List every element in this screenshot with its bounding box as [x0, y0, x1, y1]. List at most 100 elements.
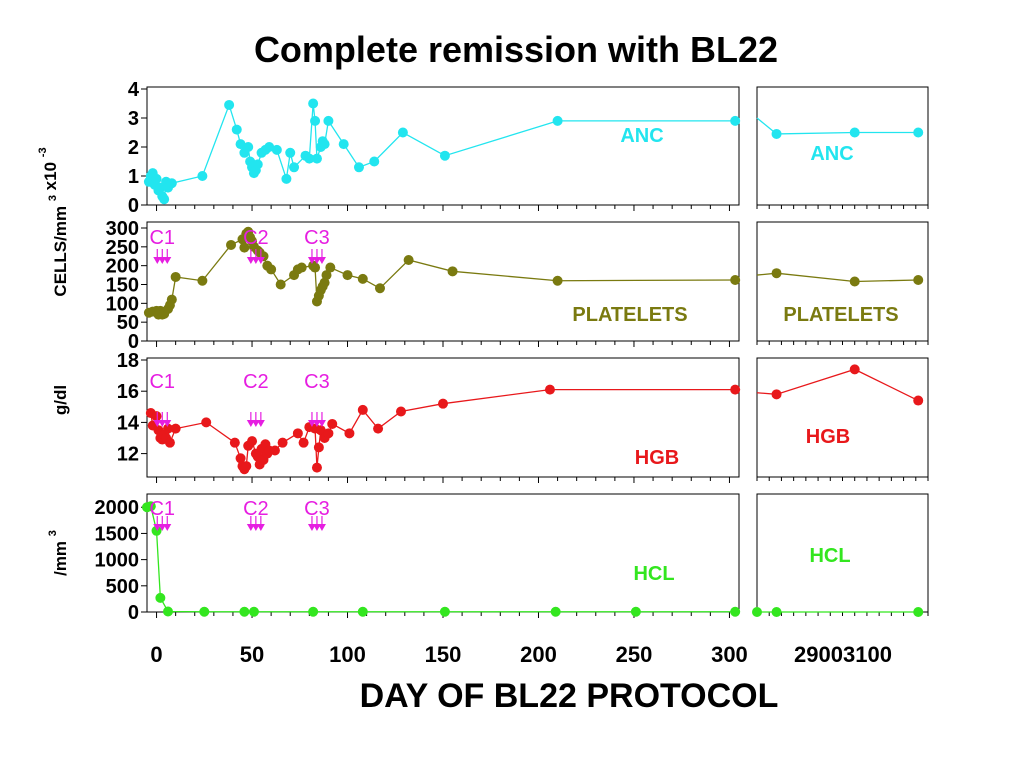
platelets-point — [447, 266, 458, 277]
y-tick-label-platelets: 300 — [106, 218, 139, 240]
cycle-arrow-head — [256, 524, 265, 531]
cycle-arrow-head — [256, 420, 265, 427]
anc-point — [281, 173, 292, 184]
x-axis: 0 50 100 150 200 250 300 29003100 — [150, 642, 892, 667]
y-tick-label-hcl: 1000 — [95, 550, 140, 572]
x-tick-label: 50 — [240, 642, 264, 667]
series-label-platelets: PLATELETS — [572, 304, 687, 326]
platelets-point — [226, 239, 237, 250]
cycle-label-platelets: C2 — [243, 227, 269, 249]
hgb-point — [313, 442, 324, 453]
hgb-point — [315, 425, 326, 436]
cycle-label-hgb: C1 — [149, 371, 175, 393]
hgb-point — [357, 404, 368, 415]
hgb-point — [344, 428, 355, 439]
platelets-point — [239, 242, 250, 253]
y-tick-label-hcl: 0 — [128, 602, 139, 624]
platelets-point — [325, 262, 336, 273]
x-tick-label: 0 — [150, 642, 162, 667]
anc-point — [197, 171, 208, 181]
anc-point — [289, 162, 300, 173]
hcl-point — [730, 606, 741, 617]
anc-point — [308, 98, 319, 109]
x-tick-label: 300 — [711, 642, 748, 667]
anc-point — [319, 139, 330, 150]
anc-point — [243, 142, 254, 152]
hcl-point — [239, 606, 250, 617]
y-axis-label-cells: CELLS/mm 3 x10 -3 — [37, 147, 70, 296]
y-axis-label-hcl: /mm 3 — [47, 530, 70, 576]
platelets-point — [166, 294, 177, 305]
hgb-point — [247, 436, 258, 447]
anc-point — [159, 194, 170, 205]
y-tick-label-platelets: 50 — [117, 312, 139, 334]
series-label-anc: ANC — [620, 125, 663, 147]
hcl-point-late — [752, 607, 762, 617]
hcl-point — [145, 501, 156, 512]
x-tick-label: 200 — [520, 642, 557, 667]
panel-hgb: 12 14 16 18 HGB HGB C1 C2 C3 — [117, 350, 929, 483]
y-label-hgb-text: g/dl — [51, 385, 70, 415]
cycle-arrow-head — [317, 420, 326, 427]
anc-series-line-late — [756, 117, 919, 135]
anc-point — [439, 150, 450, 161]
hcl-point — [630, 606, 641, 617]
platelets-series-line-late — [756, 272, 919, 283]
cycle-label-platelets: C1 — [149, 227, 175, 249]
y-tick-label-hcl: 1500 — [95, 523, 140, 545]
hgb-point — [151, 411, 162, 422]
platelets-point — [170, 271, 181, 282]
hgb-point — [311, 462, 322, 473]
hgb-point — [544, 384, 555, 395]
platelets-point — [296, 262, 307, 273]
hgb-point — [235, 453, 246, 464]
cycle-arrow-head — [163, 524, 172, 531]
platelets-point — [319, 277, 330, 288]
anc-point — [323, 115, 334, 126]
anc-point-late — [849, 127, 860, 138]
platelets-point — [357, 273, 368, 284]
y-tick-label-platelets: 200 — [106, 256, 139, 278]
chart-title: Complete remission with BL22 — [254, 29, 778, 70]
hcl-point — [151, 525, 162, 536]
y-label-cells-text: CELLS/mm — [51, 206, 70, 297]
anc-point — [151, 173, 162, 184]
y-tick-label-hgb: 12 — [117, 444, 139, 466]
platelets-point — [197, 275, 208, 286]
x-axis-label: DAY OF BL22 PROTOCOL — [360, 677, 779, 715]
cycle-label-hcl: C2 — [243, 498, 269, 520]
hgb-point — [298, 437, 309, 448]
hcl-point — [163, 606, 174, 617]
hcl-point-late — [771, 607, 782, 617]
cycle-label-hcl: C3 — [304, 498, 330, 520]
hcl-point — [357, 606, 368, 617]
series-label-hcl: HCL — [633, 563, 674, 585]
cycle-arrow-head — [317, 257, 326, 264]
panel-hcl-frame-main — [146, 493, 740, 613]
anc-point — [397, 127, 408, 138]
y-tick-label-hcl: 500 — [106, 576, 139, 598]
svg-text:/mm 3: /mm 3 — [47, 530, 70, 576]
y-tick-label-platelets: 0 — [128, 331, 139, 353]
hgb-point — [170, 423, 181, 434]
hgb-series-line-late — [756, 368, 919, 402]
hgb-point — [373, 423, 384, 434]
hgb-point-late — [913, 395, 924, 406]
anc-point — [304, 153, 315, 164]
hgb-point — [201, 417, 212, 428]
cycle-arrow-head — [317, 524, 326, 531]
platelets-point — [266, 264, 277, 275]
y-tick-label-hgb: 14 — [117, 412, 140, 434]
y-label-cells-mult: x10 — [41, 162, 60, 190]
cycle-label-hcl: C1 — [149, 498, 175, 520]
hgb-point — [323, 428, 334, 439]
hgb-point — [277, 437, 288, 448]
anc-point — [271, 144, 282, 155]
platelets-point-late — [771, 268, 782, 279]
anc-point — [285, 147, 296, 158]
hgb-point — [395, 406, 406, 417]
platelets-point-late — [913, 274, 924, 285]
anc-point — [231, 124, 242, 135]
hcl-point — [439, 606, 450, 617]
